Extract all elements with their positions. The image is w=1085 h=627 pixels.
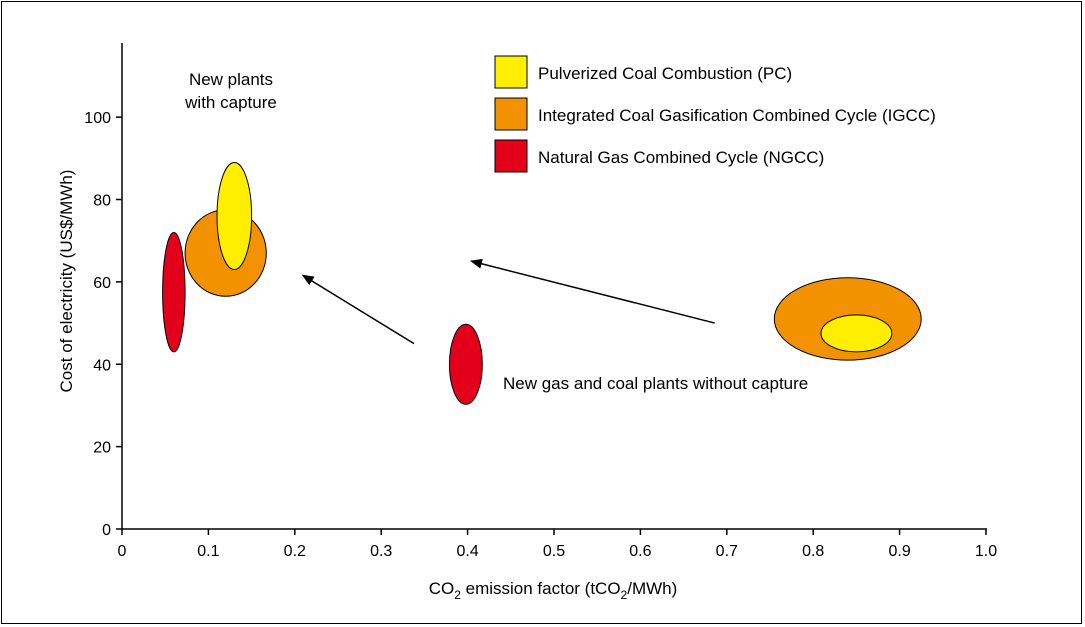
x-axis-title-sub: 2 — [621, 588, 628, 602]
annotation-with-capture-line1: New plants — [189, 70, 273, 89]
x-axis-title: CO2 emission factor (tCO2/MWh) — [429, 579, 678, 602]
region-ngcc-2 — [448, 323, 483, 405]
arrow-2 — [469, 258, 715, 324]
legend: Pulverized Coal Combustion (PC) Integrat… — [494, 55, 936, 173]
y-tick-label: 0 — [102, 522, 111, 539]
x-tick-label: 1.0 — [975, 543, 997, 560]
x-tick-label: 0.5 — [543, 543, 565, 560]
annotation-with-capture-line2: with capture — [184, 93, 277, 112]
legend-label-ngcc: Natural Gas Combined Cycle (NGCC) — [538, 148, 824, 167]
legend-swatch-igcc — [494, 97, 528, 131]
x-tick-label: 0.7 — [716, 543, 738, 560]
legend-label-pc: Pulverized Coal Combustion (PC) — [538, 64, 792, 83]
legend-label-igcc: Integrated Coal Gasification Combined Cy… — [538, 106, 936, 125]
x-axis-title-part: /MWh) — [627, 579, 677, 598]
y-tick-label: 40 — [93, 357, 111, 374]
x-tick-label: 0.3 — [370, 543, 392, 560]
x-tick-label: 0.2 — [284, 543, 306, 560]
arrows-layer — [301, 258, 715, 345]
x-tick-label: 0.9 — [888, 543, 910, 560]
regions-layer — [162, 161, 922, 405]
y-tick-label: 80 — [93, 193, 111, 210]
y-tick-label: 20 — [93, 440, 111, 457]
x-axis-title-part: CO — [429, 579, 455, 598]
y-tick-label: 100 — [84, 110, 111, 127]
axes-layer: 0 0.1 0.2 0.3 0.4 0.5 0.6 0.7 0.8 0.9 1.0 0 20 40 60 8… — [84, 43, 997, 560]
x-axis-title-part: emission factor (tCO — [461, 579, 621, 598]
legend-swatch-pc — [494, 55, 528, 89]
y-axis-title: Cost of electricity (US$/MWh) — [57, 170, 76, 393]
x-tick-label: 0.4 — [456, 543, 478, 560]
x-tick-label: 0.6 — [629, 543, 651, 560]
x-ticks: 0 0.1 0.2 0.3 0.4 0.5 0.6 0.7 0.8 0.9 1.0 — [118, 529, 997, 560]
x-tick-label: 0.1 — [197, 543, 219, 560]
x-axis-title-sub: 2 — [454, 588, 461, 602]
annotation-without-capture: New gas and coal plants without capture — [503, 374, 808, 393]
region-pc-2 — [820, 314, 893, 353]
y-ticks: 0 20 40 60 80 100 — [84, 110, 122, 539]
legend-swatch-ngcc — [494, 139, 528, 173]
region-pc-1 — [216, 161, 253, 271]
arrow-1 — [301, 274, 415, 345]
region-ngcc-1 — [162, 231, 186, 353]
x-tick-label: 0.8 — [802, 543, 824, 560]
x-tick-label: 0 — [118, 543, 127, 560]
y-tick-label: 60 — [93, 275, 111, 292]
